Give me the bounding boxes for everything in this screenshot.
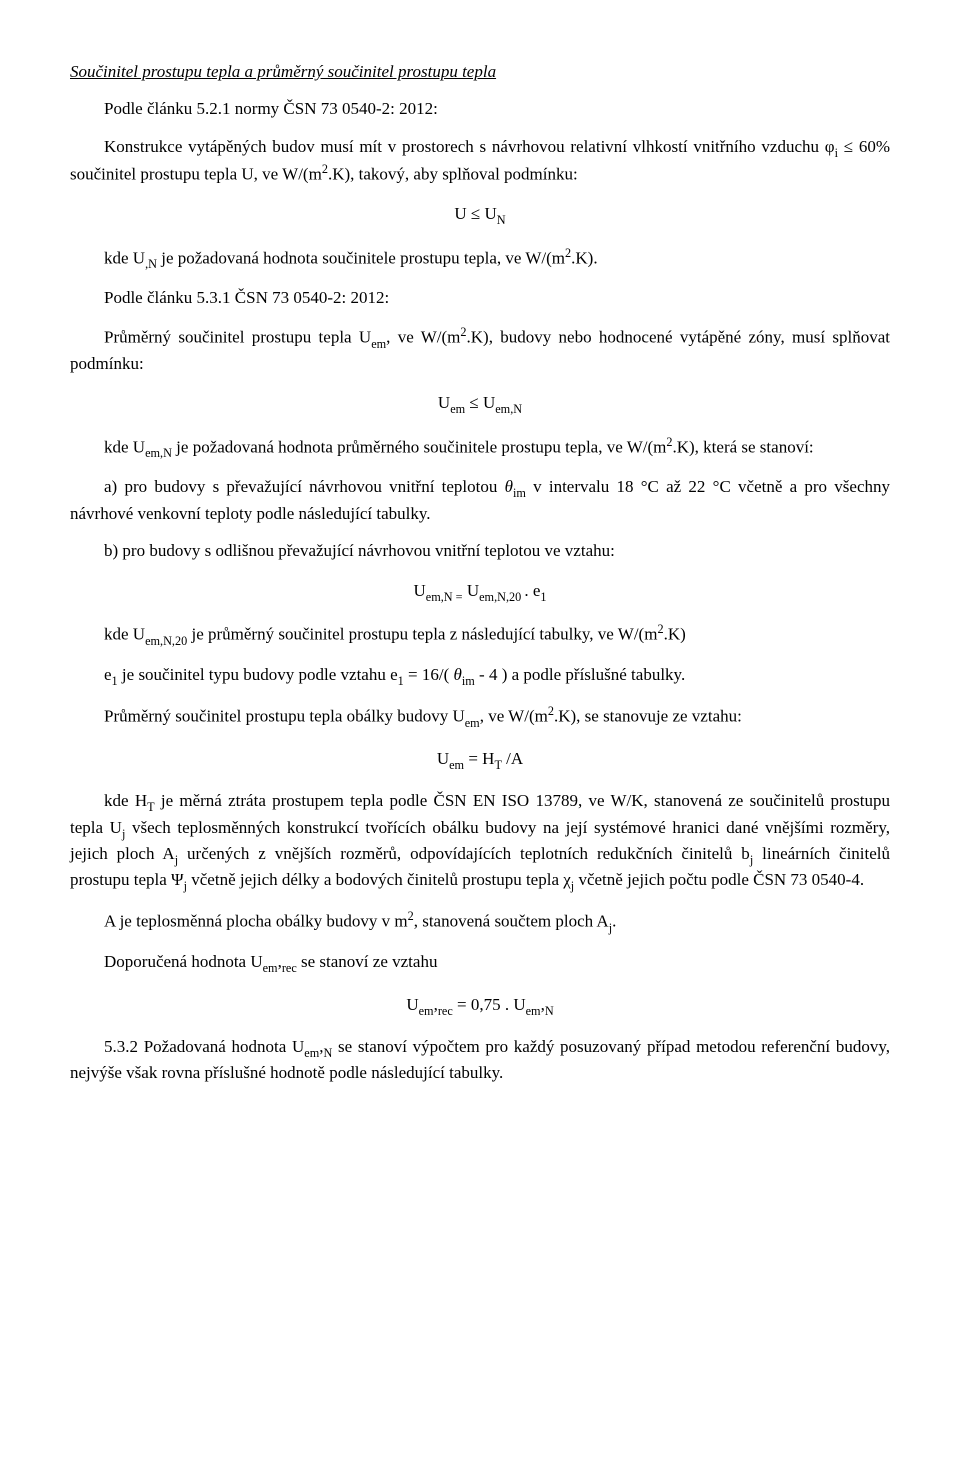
t: U: [437, 749, 449, 768]
s: rec: [282, 961, 297, 975]
theta-sub: im: [513, 486, 526, 500]
text: kde U: [104, 437, 145, 456]
text: je průměrný součinitel prostupu tepla z …: [187, 625, 657, 644]
eq-lsub: em: [450, 402, 465, 416]
t: Doporučená hodnota U: [104, 952, 263, 971]
theta-sub: im: [462, 674, 475, 688]
s: 1: [398, 674, 404, 688]
s: em,N,20: [479, 590, 524, 604]
t: .K), se stanovuje ze vztahu:: [554, 707, 742, 726]
t: e: [104, 665, 112, 684]
equation-uemn-e1: Uem,N = Uem,N,20 . e1: [70, 579, 890, 605]
s: rec: [438, 1004, 453, 1018]
s: j: [122, 827, 125, 841]
s: j: [750, 853, 753, 867]
t: včetně jejich počtu podle ČSN 73 0540-4.: [574, 870, 864, 889]
para-532: 5.3.2 Požadovaná hodnota Uem,N se stanov…: [70, 1035, 890, 1085]
t: .: [612, 912, 616, 931]
phi-sub: i: [835, 146, 838, 160]
section-title: Součinitel prostupu tepla a průměrný sou…: [70, 60, 890, 83]
para-e1: e1 je součinitel typu budovy podle vztah…: [70, 663, 890, 689]
equation-uemrec: Uem,rec = 0,75 . Uem,N: [70, 993, 890, 1019]
t: = H: [464, 749, 494, 768]
para-a-plocha: A je teplosměnná plocha obálky budovy v …: [70, 908, 890, 936]
theta: θ: [505, 477, 513, 496]
s: j: [184, 879, 187, 893]
s: N: [545, 1004, 554, 1018]
t: U: [406, 995, 418, 1014]
t: U: [463, 581, 480, 600]
s: 1: [112, 674, 118, 688]
s: T: [494, 758, 501, 772]
t: /A: [502, 749, 523, 768]
theta: θ: [454, 665, 462, 684]
s: N: [323, 1046, 332, 1060]
t: . e: [524, 581, 540, 600]
t: U: [414, 581, 426, 600]
para-a: a) pro budovy s převažující návrhovou vn…: [70, 475, 890, 525]
s: em: [304, 1046, 319, 1060]
text: kde U: [104, 625, 145, 644]
eq-sub: N: [497, 213, 506, 227]
s: j: [571, 879, 574, 893]
s: 1: [540, 590, 546, 604]
equation-u-leq-un: U ≤ UN: [70, 202, 890, 228]
text: je požadovaná hodnota průměrného součini…: [172, 437, 666, 456]
s: em: [449, 758, 464, 772]
eq-rsub: em,N: [495, 402, 522, 416]
para-obalky: Průměrný součinitel prostupu tepla obálk…: [70, 703, 890, 731]
s: em: [465, 716, 480, 730]
para-prumerny: Průměrný součinitel prostupu tepla Uem, …: [70, 324, 890, 375]
s: em: [419, 1004, 434, 1018]
text: je požadovaná hodnota součinitele prostu…: [157, 248, 565, 267]
s: T: [147, 800, 154, 814]
t: určených z vnějších rozměrů, odpovídajíc…: [178, 844, 750, 863]
sub: em,N: [145, 446, 172, 460]
text: , ve W/(m: [386, 328, 460, 347]
t: včetně jejich délky a bodových činitelů …: [187, 870, 571, 889]
t: A je teplosměnná plocha obálky budovy v …: [104, 912, 408, 931]
para-kde-un: kde U,N je požadovaná hodnota součinitel…: [70, 245, 890, 273]
s: j: [175, 853, 178, 867]
para-kde-uemn20: kde Uem,N,20 je průměrný součinitel pros…: [70, 621, 890, 649]
para-podle-531: Podle článku 5.3.1 ČSN 73 0540-2: 2012:: [70, 286, 890, 309]
sub: ,N: [145, 257, 157, 271]
s: em: [526, 1004, 541, 1018]
text: Konstrukce vytápěných budov musí mít v p…: [104, 137, 835, 156]
equation-uem-hta: Uem = HT /A: [70, 747, 890, 773]
para-kde-ht: kde HT je měrná ztráta prostupem tepla p…: [70, 789, 890, 894]
para-intro-ref: Podle článku 5.2.1 normy ČSN 73 0540-2: …: [70, 97, 890, 120]
para-doporucena: Doporučená hodnota Uem,rec se stanoví ze…: [70, 950, 890, 976]
sub: em,N,20: [145, 634, 187, 648]
para-b: b) pro budovy s odlišnou převažující náv…: [70, 539, 890, 562]
eq-mid: ≤ U: [465, 393, 495, 412]
text: .K), která se stanoví:: [672, 437, 813, 456]
t: je součinitel typu budovy podle vztahu e: [118, 665, 398, 684]
text: .K), takový, aby splňoval podmínku:: [328, 165, 578, 184]
text: a) pro budovy s převažující návrhovou vn…: [104, 477, 505, 496]
t: - 4 ) a podle příslušné tabulky.: [475, 665, 685, 684]
text: .K).: [571, 248, 597, 267]
sub: em: [371, 337, 386, 351]
eq-l: U: [438, 393, 450, 412]
text: Průměrný součinitel prostupu tepla U: [104, 328, 371, 347]
t: , stanovená součtem ploch A: [414, 912, 609, 931]
t: = 16/(: [404, 665, 454, 684]
t: = 0,75 . U: [453, 995, 526, 1014]
t: , ve W/(m: [480, 707, 548, 726]
t: se stanoví ze vztahu: [297, 952, 438, 971]
t: Průměrný součinitel prostupu tepla obálk…: [104, 707, 465, 726]
text: .K): [664, 625, 686, 644]
para-kde-uemn: kde Uem,N je požadovaná hodnota průměrné…: [70, 434, 890, 462]
t: 5.3.2 Požadovaná hodnota U: [104, 1037, 304, 1056]
s: em,N =: [426, 590, 463, 604]
equation-uem-leq: Uem ≤ Uem,N: [70, 391, 890, 417]
s: em: [263, 961, 278, 975]
s: j: [609, 921, 612, 935]
t: kde H: [104, 791, 147, 810]
text: kde U: [104, 248, 145, 267]
eq-left: U ≤ U: [454, 204, 496, 223]
para-konstrukce: Konstrukce vytápěných budov musí mít v p…: [70, 135, 890, 186]
